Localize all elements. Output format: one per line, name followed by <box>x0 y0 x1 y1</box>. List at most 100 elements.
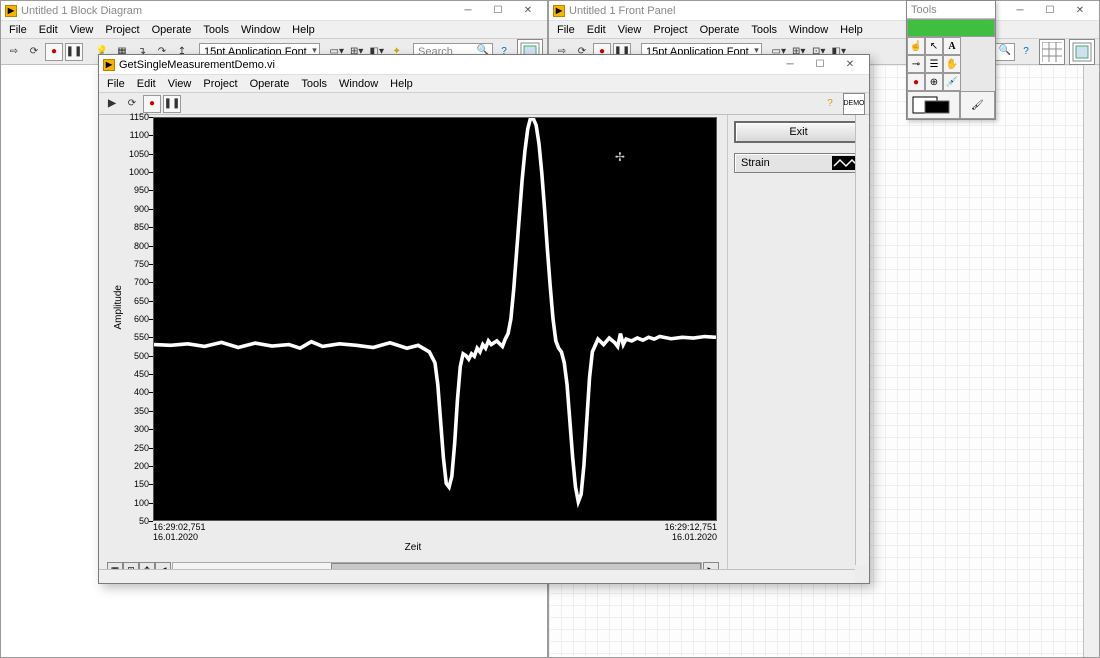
grid-toggle-icon[interactable] <box>1039 39 1065 65</box>
label-tool-icon[interactable]: A <box>943 37 961 55</box>
ytick: 1000 <box>129 167 149 177</box>
foreground-color[interactable] <box>907 91 960 119</box>
menu-view[interactable]: View <box>162 77 198 91</box>
pause-icon[interactable]: ❚❚ <box>65 43 83 61</box>
horizontal-scrollbar[interactable] <box>99 569 855 583</box>
tools-title: Tools <box>907 1 995 19</box>
menu-project[interactable]: Project <box>99 23 145 37</box>
menu-window[interactable]: Window <box>333 77 384 91</box>
x-end-label: 16:29:12,751 16.01.2020 <box>664 523 717 543</box>
search-icon[interactable]: 🔍 <box>999 45 1011 56</box>
maximize-button[interactable]: ☐ <box>805 55 835 75</box>
window-title: Untitled 1 Front Panel <box>569 5 675 17</box>
color-copy-tool-icon[interactable]: 💉 <box>943 73 961 91</box>
ytick: 450 <box>134 369 149 379</box>
run-cont-icon[interactable]: ⟳ <box>25 43 43 61</box>
menu-tools[interactable]: Tools <box>295 77 333 91</box>
close-button[interactable]: ✕ <box>1065 1 1095 21</box>
titlebar: ▶ Untitled 1 Block Diagram ─ ☐ ✕ <box>1 1 547 21</box>
vertical-scrollbar[interactable] <box>1083 65 1099 657</box>
maximize-button[interactable]: ☐ <box>1035 1 1065 21</box>
maximize-button[interactable]: ☐ <box>483 1 513 21</box>
chart-pane: Amplitude 501001502002503003504004505005… <box>99 115 727 583</box>
vi-icon[interactable]: DEMO <box>843 93 865 115</box>
labview-icon: ▶ <box>103 59 115 71</box>
menu-edit[interactable]: Edit <box>131 77 162 91</box>
y-ticks: 5010015020025030035040045050055060065070… <box>119 117 151 521</box>
menubar: FileEditViewProjectOperateToolsWindowHel… <box>99 75 869 93</box>
ytick: 1150 <box>130 112 149 122</box>
auto-tool[interactable] <box>907 19 995 37</box>
menu-edit[interactable]: Edit <box>581 23 612 37</box>
scroll-tool-icon[interactable]: ✋ <box>943 55 961 73</box>
ytick: 900 <box>134 204 149 214</box>
vi-icon[interactable] <box>1069 39 1095 65</box>
context-help-icon[interactable]: ? <box>821 95 839 113</box>
menu-help[interactable]: Help <box>834 23 869 37</box>
menu-operate[interactable]: Operate <box>694 23 746 37</box>
ytick: 800 <box>134 241 149 251</box>
minimize-button[interactable]: ─ <box>1005 1 1035 21</box>
breakpoint-tool-icon[interactable]: ● <box>907 73 925 91</box>
probe-tool-icon[interactable]: ⊕ <box>925 73 943 91</box>
waveform-chart[interactable]: Amplitude 501001502002503003504004505005… <box>107 117 719 553</box>
pause-icon[interactable]: ❚❚ <box>163 95 181 113</box>
plot-area[interactable]: ✢ <box>153 117 717 521</box>
vertical-scrollbar[interactable] <box>855 115 869 565</box>
minimize-button[interactable]: ─ <box>453 1 483 21</box>
menu-operate[interactable]: Operate <box>146 23 198 37</box>
menu-window[interactable]: Window <box>783 23 834 37</box>
menu-file[interactable]: File <box>551 23 581 37</box>
ytick: 1050 <box>129 149 149 159</box>
close-button[interactable]: ✕ <box>513 1 543 21</box>
legend-entry[interactable]: Strain <box>734 153 863 173</box>
ytick: 200 <box>134 461 149 471</box>
x-start-label: 16:29:02,751 16.01.2020 <box>153 523 206 543</box>
wiring-tool-icon[interactable]: ⊸ <box>907 55 925 73</box>
legend-label: Strain <box>741 157 770 169</box>
menu-edit[interactable]: Edit <box>33 23 64 37</box>
color-tool-icon[interactable]: 🖌 <box>960 91 995 119</box>
menu-tools[interactable]: Tools <box>745 23 783 37</box>
ytick: 400 <box>134 387 149 397</box>
abort-icon[interactable]: ● <box>143 95 161 113</box>
menu-file[interactable]: File <box>3 23 33 37</box>
menu-view[interactable]: View <box>64 23 100 37</box>
minimize-button[interactable]: ─ <box>775 55 805 75</box>
menu-tools[interactable]: Tools <box>197 23 235 37</box>
abort-icon[interactable]: ● <box>45 43 63 61</box>
ytick: 950 <box>134 185 149 195</box>
labview-icon: ▶ <box>553 5 565 17</box>
menu-help[interactable]: Help <box>286 23 321 37</box>
popup-tool-icon[interactable]: ☰ <box>925 55 943 73</box>
tools-palette[interactable]: Tools ☝ ↖ A ⊸ ☰ ✋ ● ⊕ 💉 🖌 <box>906 0 996 120</box>
ytick: 1100 <box>130 130 149 140</box>
operate-tool-icon[interactable]: ☝ <box>907 37 925 55</box>
close-button[interactable]: ✕ <box>835 55 865 75</box>
ytick: 350 <box>134 406 149 416</box>
menu-project[interactable]: Project <box>647 23 693 37</box>
labview-icon: ▶ <box>5 5 17 17</box>
toolbar: ▶ ⟳ ● ❚❚ ? DEMO <box>99 93 869 115</box>
ytick: 600 <box>134 314 149 324</box>
menu-view[interactable]: View <box>612 23 648 37</box>
menu-project[interactable]: Project <box>197 77 243 91</box>
help-icon[interactable]: ? <box>1017 43 1035 61</box>
titlebar: ▶ Untitled 1 Front Panel ─ ☐ ✕ <box>549 1 1099 21</box>
run-icon[interactable]: ⇨ <box>5 43 23 61</box>
position-tool-icon[interactable]: ↖ <box>925 37 943 55</box>
ytick: 750 <box>134 259 149 269</box>
menu-operate[interactable]: Operate <box>244 77 296 91</box>
menu-window[interactable]: Window <box>235 23 286 37</box>
exit-button[interactable]: Exit <box>734 121 863 143</box>
menu-file[interactable]: File <box>101 77 131 91</box>
demo-body: Amplitude 501001502002503003504004505005… <box>99 115 869 583</box>
menu-help[interactable]: Help <box>384 77 419 91</box>
run-cont-icon[interactable]: ⟳ <box>123 95 141 113</box>
ytick: 300 <box>134 424 149 434</box>
run-icon[interactable]: ▶ <box>103 95 121 113</box>
x-axis-label: Zeit <box>107 542 719 553</box>
ytick: 850 <box>134 222 149 232</box>
ytick: 50 <box>139 516 149 526</box>
window-title: GetSingleMeasurementDemo.vi <box>119 59 275 71</box>
